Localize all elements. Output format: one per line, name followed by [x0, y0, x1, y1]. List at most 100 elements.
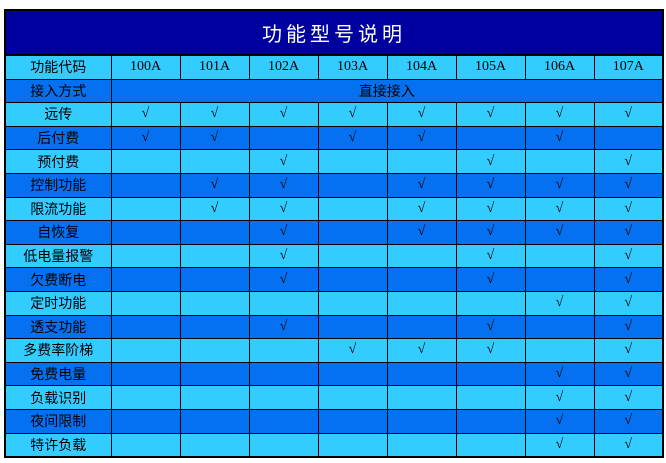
empty-cell	[386, 408, 457, 434]
empty-cell	[524, 338, 595, 363]
check-mark-cell: √	[524, 196, 595, 222]
empty-cell	[317, 267, 388, 292]
feature-row-label: 远传	[4, 102, 112, 127]
check-mark-cell: √	[248, 243, 319, 269]
empty-cell	[317, 432, 388, 458]
check-mark-cell: √	[593, 338, 664, 363]
feature-row-label: 特许负载	[4, 432, 112, 458]
empty-cell	[179, 220, 250, 245]
check-mark-cell: √	[386, 220, 457, 245]
empty-cell	[386, 290, 457, 316]
check-mark-cell: √	[248, 267, 319, 292]
column-header-107A: 107A	[593, 54, 664, 80]
empty-cell	[248, 361, 319, 387]
check-mark-cell: √	[524, 125, 595, 151]
check-mark-cell: √	[110, 125, 181, 151]
check-mark-cell: √	[248, 102, 319, 127]
check-mark-cell: √	[455, 267, 526, 292]
check-mark-cell: √	[593, 361, 664, 387]
check-mark-cell: √	[386, 102, 457, 127]
empty-cell	[248, 385, 319, 410]
empty-cell	[110, 172, 181, 198]
empty-cell	[110, 338, 181, 363]
check-mark-cell: √	[593, 196, 664, 222]
empty-cell	[524, 267, 595, 292]
empty-cell	[593, 125, 664, 151]
empty-cell	[179, 290, 250, 316]
check-mark-cell: √	[386, 338, 457, 363]
check-mark-cell: √	[455, 314, 526, 340]
feature-row: 特许负载 √ √	[4, 432, 664, 458]
feature-row-label: 欠费断电	[4, 267, 112, 292]
column-header-106A: 106A	[524, 54, 595, 80]
empty-cell	[110, 149, 181, 174]
check-mark-cell: √	[248, 220, 319, 245]
check-mark-cell: √	[593, 314, 664, 340]
feature-row: 负载识别 √ √	[4, 385, 664, 410]
empty-cell	[110, 290, 181, 316]
feature-row: 预付费 √ √ √	[4, 149, 664, 174]
check-mark-cell: √	[455, 172, 526, 198]
check-mark-cell: √	[524, 432, 595, 458]
check-mark-cell: √	[248, 149, 319, 174]
empty-cell	[248, 338, 319, 363]
check-mark-cell: √	[317, 125, 388, 151]
empty-cell	[248, 408, 319, 434]
empty-cell	[317, 196, 388, 222]
check-mark-cell: √	[386, 196, 457, 222]
empty-cell	[317, 243, 388, 269]
check-mark-cell: √	[179, 102, 250, 127]
check-mark-cell: √	[593, 267, 664, 292]
check-mark-cell: √	[455, 196, 526, 222]
function-model-table: 功能型号说明 功能代码 100A 101A 102A 103A 104A 105…	[4, 9, 664, 459]
check-mark-cell: √	[524, 361, 595, 387]
empty-cell	[317, 314, 388, 340]
feature-row-label: 定时功能	[4, 290, 112, 316]
empty-cell	[110, 385, 181, 410]
empty-cell	[455, 361, 526, 387]
empty-cell	[110, 408, 181, 434]
column-header-102A: 102A	[248, 54, 319, 80]
empty-cell	[317, 385, 388, 410]
check-mark-cell: √	[248, 314, 319, 340]
feature-row: 定时功能 √ √	[4, 290, 664, 316]
check-mark-cell: √	[593, 149, 664, 174]
check-mark-cell: √	[524, 102, 595, 127]
empty-cell	[110, 220, 181, 245]
empty-cell	[455, 432, 526, 458]
feature-row-label: 负载识别	[4, 385, 112, 410]
column-header-103A: 103A	[317, 54, 388, 80]
column-header-104A: 104A	[386, 54, 457, 80]
check-mark-cell: √	[455, 149, 526, 174]
check-mark-cell: √	[386, 172, 457, 198]
check-mark-cell: √	[179, 196, 250, 222]
empty-cell	[110, 314, 181, 340]
check-mark-cell: √	[593, 243, 664, 269]
check-mark-cell: √	[455, 220, 526, 245]
check-mark-cell: √	[455, 338, 526, 363]
empty-cell	[110, 267, 181, 292]
feature-row-label: 后付费	[4, 125, 112, 151]
check-mark-cell: √	[386, 125, 457, 151]
feature-row-label: 夜间限制	[4, 408, 112, 434]
check-mark-cell: √	[179, 172, 250, 198]
feature-row: 欠费断电 √ √ √	[4, 267, 664, 292]
check-mark-cell: √	[593, 172, 664, 198]
check-mark-cell: √	[593, 432, 664, 458]
empty-cell	[455, 290, 526, 316]
column-header-101A: 101A	[179, 54, 250, 80]
check-mark-cell: √	[455, 243, 526, 269]
empty-cell	[179, 149, 250, 174]
empty-cell	[179, 432, 250, 458]
feature-row: 夜间限制 √ √	[4, 408, 664, 434]
check-mark-cell: √	[110, 102, 181, 127]
column-header-row: 功能代码 100A 101A 102A 103A 104A 105A 106A …	[4, 54, 664, 80]
access-mode-row: 接入方式 直接接入	[4, 78, 664, 104]
empty-cell	[317, 361, 388, 387]
check-mark-cell: √	[524, 408, 595, 434]
feature-row: 多费率阶梯 √ √ √ √	[4, 338, 664, 363]
empty-cell	[386, 432, 457, 458]
check-mark-cell: √	[524, 172, 595, 198]
access-mode-label: 接入方式	[4, 78, 112, 104]
check-mark-cell: √	[593, 290, 664, 316]
